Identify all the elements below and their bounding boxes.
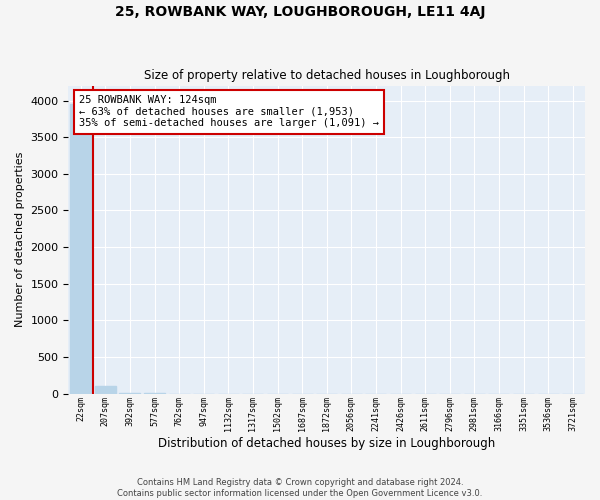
X-axis label: Distribution of detached houses by size in Loughborough: Distribution of detached houses by size … bbox=[158, 437, 496, 450]
Bar bbox=[95, 386, 116, 394]
Title: Size of property relative to detached houses in Loughborough: Size of property relative to detached ho… bbox=[144, 69, 510, 82]
Text: 25 ROWBANK WAY: 124sqm
← 63% of detached houses are smaller (1,953)
35% of semi-: 25 ROWBANK WAY: 124sqm ← 63% of detached… bbox=[79, 95, 379, 128]
Text: 25, ROWBANK WAY, LOUGHBOROUGH, LE11 4AJ: 25, ROWBANK WAY, LOUGHBOROUGH, LE11 4AJ bbox=[115, 5, 485, 19]
Text: Contains HM Land Registry data © Crown copyright and database right 2024.
Contai: Contains HM Land Registry data © Crown c… bbox=[118, 478, 482, 498]
Bar bbox=[70, 104, 91, 394]
Y-axis label: Number of detached properties: Number of detached properties bbox=[15, 152, 25, 328]
